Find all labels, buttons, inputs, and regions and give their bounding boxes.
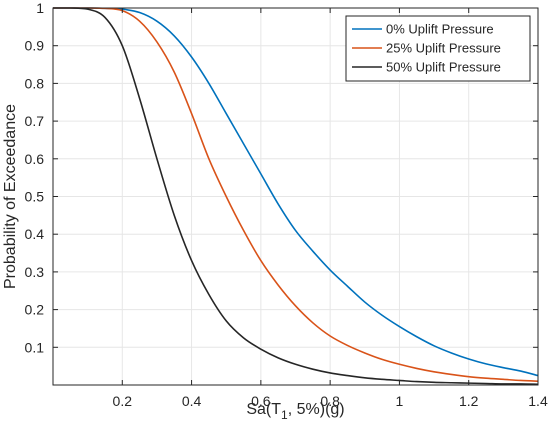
series-line-3 (52, 7, 539, 386)
ticks (53, 7, 539, 385)
y-tick-label: 0.4 (25, 226, 45, 242)
series-lines (52, 7, 539, 386)
series-line-1 (52, 7, 539, 377)
tick-labels: 0.2 0.4 0.6 0.8 1 1.2 1.4 0.1 0.2 0.3 0.4 0.5 0.6 0.7… (25, 0, 548, 409)
y-tick-label: 0.5 (25, 189, 45, 205)
x-axis-title-subscript: 1 (281, 408, 288, 422)
x-tick-label: 0.4 (182, 393, 202, 409)
y-tick-label: 0.7 (25, 113, 45, 129)
y-tick-label: 0.3 (25, 264, 45, 280)
x-tick-label: 0.8 (320, 393, 340, 409)
legend-label-2: 25% Uplift Pressure (386, 41, 501, 56)
y-tick-label: 0.2 (25, 302, 45, 318)
x-axis-title: Sa(T1, 5%)(g) (246, 401, 344, 422)
y-axis-title: Probability of Exceedance (2, 104, 19, 289)
x-axis-title-rest: , 5%)(g) (288, 401, 345, 418)
y-tick-label: 0.1 (25, 339, 45, 355)
x-tick-label: 0.6 (251, 393, 271, 409)
series-line-2 (52, 7, 539, 383)
legend: 0% Uplift Pressure 25% Uplift Pressure 50%… (345, 15, 531, 82)
y-tick-label: 1 (36, 0, 44, 16)
y-tick-label: 0.8 (25, 75, 45, 91)
x-tick-label: 1.4 (528, 393, 548, 409)
legend-label-3: 50% Uplift Pressure (386, 60, 501, 75)
x-tick-label: 0.2 (113, 393, 133, 409)
x-tick-label: 1.2 (459, 393, 479, 409)
y-tick-label: 0.6 (25, 151, 45, 167)
x-tick-label: 1 (396, 393, 404, 409)
x-axis-title-main: Sa(T (246, 401, 281, 418)
legend-label-1: 0% Uplift Pressure (386, 22, 494, 37)
y-tick-label: 0.9 (25, 38, 45, 54)
